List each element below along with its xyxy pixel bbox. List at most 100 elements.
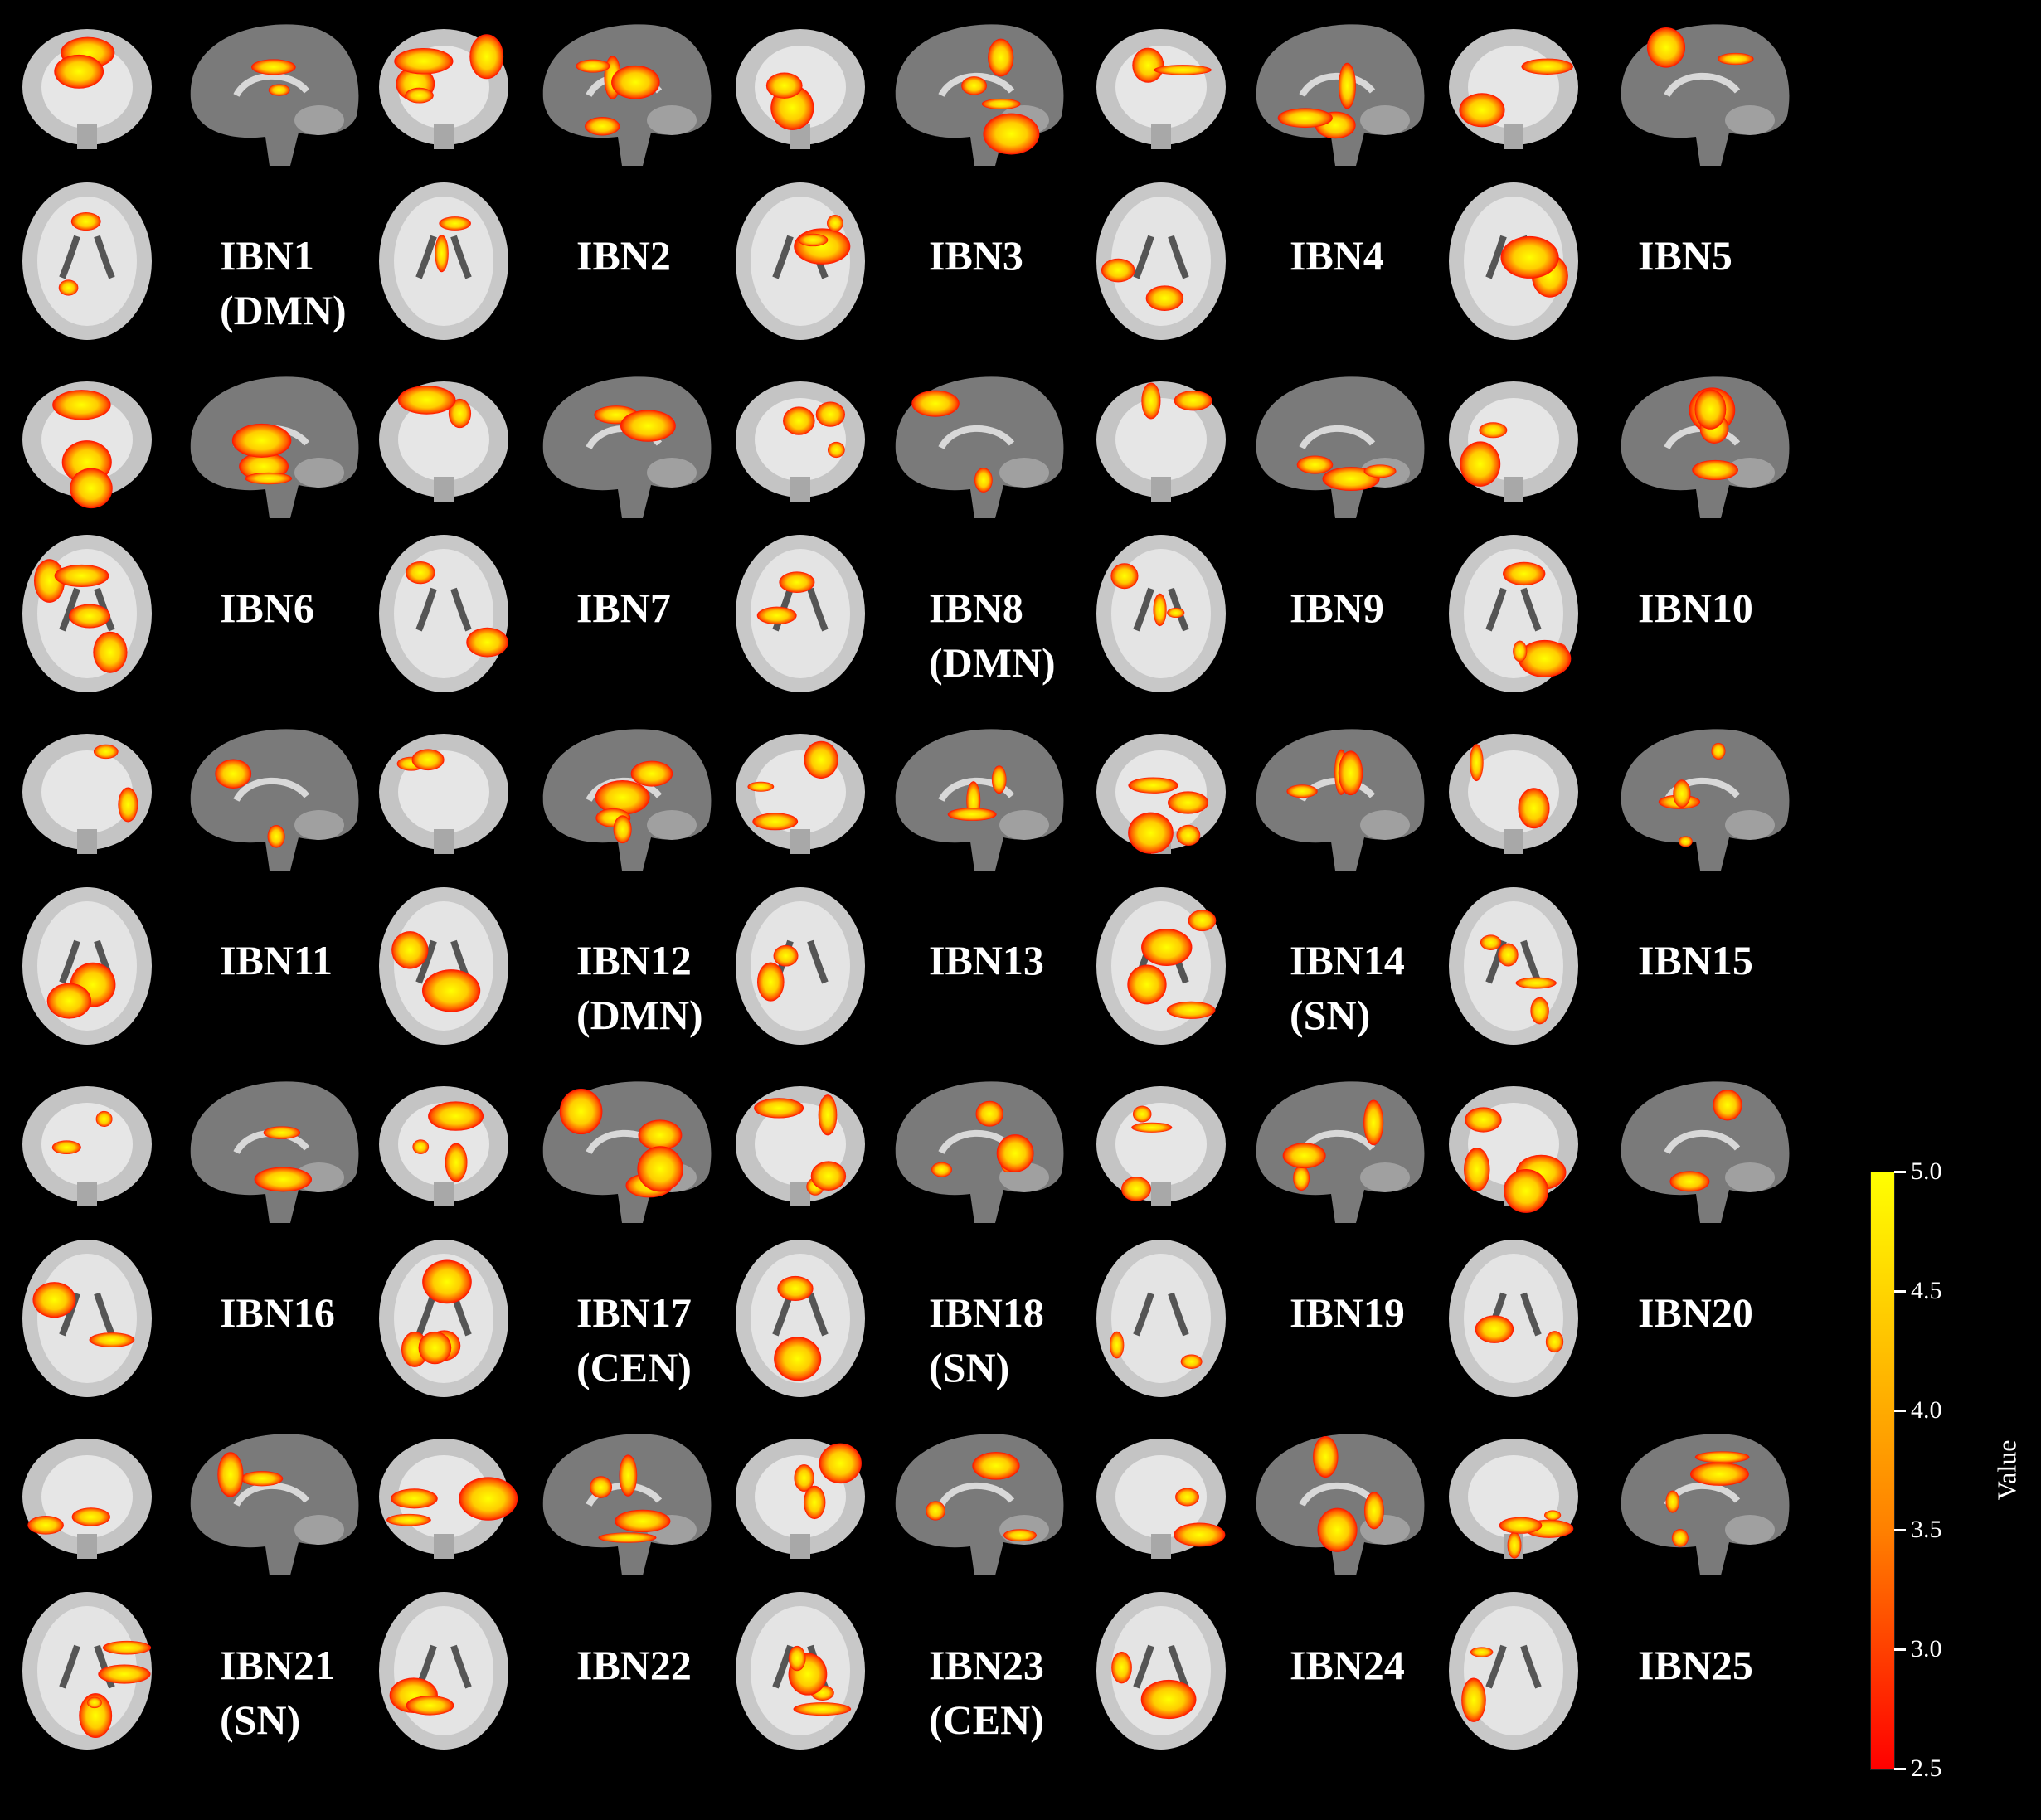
activation-blob xyxy=(611,65,660,99)
colorbar-tick-label: 5.0 xyxy=(1911,1158,1942,1185)
activation-blob xyxy=(1109,1331,1125,1359)
network-id: IBN12 xyxy=(576,937,692,983)
activation-blob xyxy=(406,1696,454,1716)
activation-blob xyxy=(1338,750,1363,796)
activation-blob xyxy=(1110,563,1139,590)
brain-view-axial xyxy=(22,182,152,340)
brain-view-axial xyxy=(379,182,508,340)
activation-blob xyxy=(1154,65,1212,75)
brain-view-axial xyxy=(1096,1240,1226,1397)
activation-blob xyxy=(1141,928,1193,966)
brain-view-top xyxy=(1621,376,1790,518)
brain-view-top xyxy=(1256,1081,1425,1223)
activation-blob xyxy=(98,1664,151,1684)
activation-blob xyxy=(466,627,508,658)
brain-view-top xyxy=(1621,729,1790,871)
brain-view-axial xyxy=(1449,1240,1578,1397)
brain-view-top xyxy=(1256,1434,1425,1575)
activation-blob xyxy=(815,401,845,427)
activation-blob xyxy=(217,1452,244,1497)
activation-blob xyxy=(459,1477,518,1521)
network-label: IBN23 (CEN) xyxy=(929,1638,1044,1747)
brain-view-top xyxy=(1096,29,1226,149)
activation-blob xyxy=(773,944,799,967)
activation-blob xyxy=(1544,1510,1562,1521)
brain-view-top xyxy=(190,24,359,166)
brain-view-top xyxy=(736,1439,865,1559)
network-tag: (DMN) xyxy=(576,992,703,1038)
activation-blob xyxy=(595,780,650,815)
network-label: IBN13 xyxy=(929,933,1044,988)
network-label: IBN25 xyxy=(1638,1638,1753,1692)
activation-blob xyxy=(1480,934,1502,950)
network-id: IBN4 xyxy=(1290,232,1384,279)
brain-view-axial xyxy=(1096,182,1226,340)
activation-blob xyxy=(1459,93,1505,128)
network-id: IBN14 xyxy=(1290,937,1405,983)
activation-blob xyxy=(1673,779,1691,808)
brain-view-axial xyxy=(1449,887,1578,1045)
brain-view-axial xyxy=(1449,182,1578,340)
activation-blob xyxy=(754,1098,804,1119)
activation-blob xyxy=(1461,1677,1486,1722)
colorbar-title: Value xyxy=(1991,1439,2022,1501)
activation-blob xyxy=(619,1454,638,1497)
network-id: IBN6 xyxy=(220,585,314,631)
activation-blob xyxy=(1503,561,1546,586)
network-label: IBN5 xyxy=(1638,228,1732,283)
activation-blob xyxy=(1111,1652,1132,1684)
activation-blob xyxy=(981,98,1021,109)
network-id: IBN9 xyxy=(1290,585,1384,631)
colorbar xyxy=(1870,1172,1895,1770)
activation-blob xyxy=(1141,382,1161,420)
network-label: IBN12 (DMN) xyxy=(576,933,703,1042)
activation-blob xyxy=(615,1509,671,1533)
brain-view-top xyxy=(895,1434,1064,1575)
activation-blob xyxy=(1127,964,1167,1005)
activation-blob xyxy=(794,228,851,265)
activation-blob xyxy=(89,1332,135,1347)
network-id: IBN10 xyxy=(1638,585,1753,631)
activation-blob xyxy=(1174,1522,1226,1547)
activation-blob xyxy=(590,1476,613,1498)
brain-view-top xyxy=(22,381,152,509)
activation-blob xyxy=(1646,27,1686,68)
activation-blob xyxy=(827,441,845,459)
activation-blob xyxy=(827,215,843,232)
activation-blob xyxy=(1296,455,1334,474)
activation-blob xyxy=(102,1640,152,1655)
network-id: IBN18 xyxy=(929,1289,1044,1336)
network-id: IBN19 xyxy=(1290,1289,1405,1336)
brain-view-top xyxy=(1256,24,1425,166)
brain-view-axial xyxy=(1096,887,1226,1045)
network-label: IBN24 xyxy=(1290,1638,1405,1692)
network-tag: (SN) xyxy=(220,1696,301,1743)
activation-blob xyxy=(411,749,445,771)
activation-blob xyxy=(1128,777,1178,794)
network-id: IBN1 xyxy=(220,232,314,279)
activation-blob xyxy=(412,1139,430,1154)
activation-blob xyxy=(1469,744,1484,782)
brain-view-top xyxy=(1096,1086,1226,1206)
colorbar-tick-label: 4.0 xyxy=(1911,1396,1942,1424)
network-label: IBN3 xyxy=(929,228,1023,283)
brain-view-top xyxy=(379,1439,518,1559)
activation-blob xyxy=(947,808,997,821)
activation-blob xyxy=(991,765,1007,794)
activation-blob xyxy=(241,1471,284,1487)
activation-blob xyxy=(1277,108,1333,129)
activation-blob xyxy=(756,606,797,625)
network-id: IBN11 xyxy=(220,937,333,983)
activation-blob xyxy=(598,1532,657,1543)
activation-blob xyxy=(637,1146,683,1192)
activation-blob xyxy=(1507,1531,1522,1559)
activation-blob xyxy=(118,787,138,823)
brain-view-axial xyxy=(736,182,865,340)
activation-blob xyxy=(793,1702,852,1716)
activation-blob xyxy=(1460,441,1501,487)
network-id: IBN24 xyxy=(1290,1642,1405,1688)
activation-blob xyxy=(996,1134,1034,1172)
activation-blob xyxy=(798,233,829,247)
activation-blob xyxy=(422,1259,472,1304)
